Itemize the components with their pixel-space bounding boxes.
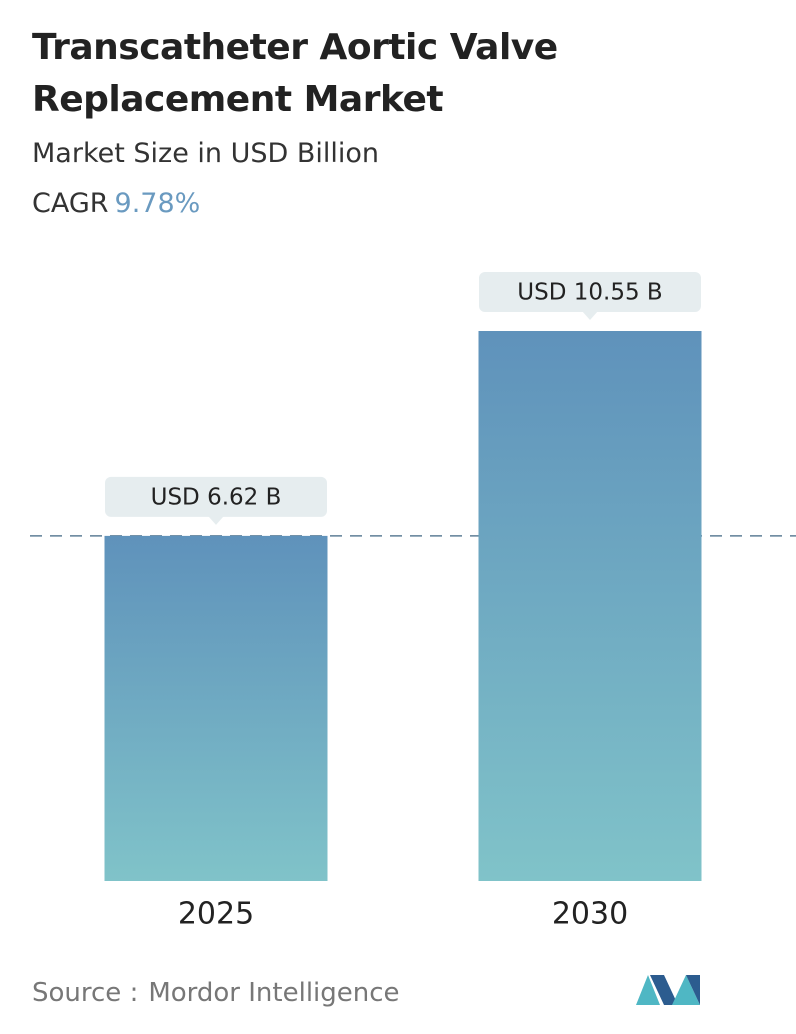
source-name: Mordor Intelligence [148, 978, 400, 1008]
chart-subtitle: Market Size in USD Billion [32, 138, 380, 169]
bar [104, 535, 328, 881]
cagr: CAGR 9.78% [32, 188, 200, 219]
value-label-box [479, 272, 701, 312]
x-tick-label: 2030 [552, 897, 628, 932]
x-tick-label: 2025 [178, 897, 254, 932]
chart-title: Transcatheter Aortic Valve Replacement M… [32, 27, 558, 120]
value-label: USD 6.62 B [151, 484, 282, 510]
value-label: USD 10.55 B [517, 280, 662, 306]
cagr-value: 9.78% [114, 188, 201, 219]
bar [478, 331, 702, 881]
value-label-pointer [208, 515, 224, 525]
value-label-box [105, 476, 327, 517]
source-label: Source : [32, 978, 139, 1008]
logo [636, 975, 700, 1005]
cagr-label: CAGR [32, 188, 109, 219]
value-label-pointer [582, 311, 598, 320]
source: Source : Mordor Intelligence [32, 978, 400, 1008]
